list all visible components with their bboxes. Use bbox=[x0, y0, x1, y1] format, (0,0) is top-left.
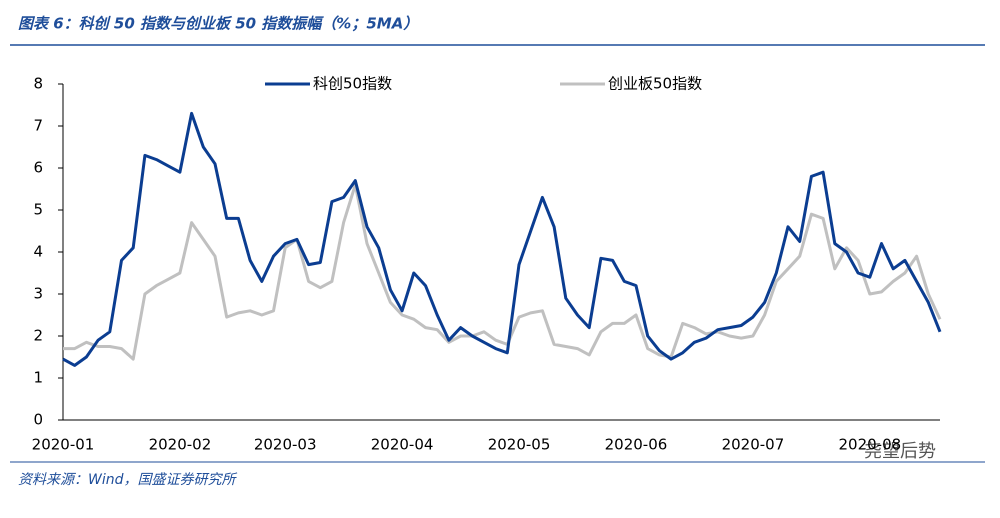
y-tick-label: 3 bbox=[33, 285, 43, 303]
y-tick-label: 6 bbox=[33, 159, 43, 177]
legend-label: 科创50指数 bbox=[313, 75, 392, 93]
x-tick-label: 2020-06 bbox=[605, 436, 668, 454]
source-note: 资料来源：Wind，国盛证券研究所 bbox=[18, 472, 237, 488]
x-tick-label: 2020-03 bbox=[254, 436, 317, 454]
legend-label: 创业板50指数 bbox=[608, 75, 702, 93]
watermark: 尧望后势 bbox=[864, 441, 936, 462]
x-tick-label: 2020-02 bbox=[149, 436, 212, 454]
y-tick-label: 8 bbox=[33, 75, 43, 93]
x-tick-label: 2020-01 bbox=[32, 436, 95, 454]
chart-title: 图表 6：科创 50 指数与创业板 50 指数振幅（%；5MA） bbox=[18, 15, 418, 33]
y-tick-label: 7 bbox=[33, 117, 43, 135]
x-tick-label: 2020-05 bbox=[488, 436, 551, 454]
x-tick-label: 2020-08 bbox=[838, 436, 901, 454]
x-tick-label: 2020-07 bbox=[722, 436, 785, 454]
y-tick-label: 0 bbox=[33, 411, 43, 429]
series-line bbox=[62, 111, 942, 367]
y-tick-label: 5 bbox=[33, 201, 43, 219]
y-tick-label: 1 bbox=[33, 369, 43, 387]
x-tick-label: 2020-04 bbox=[371, 436, 434, 454]
y-tick-label: 4 bbox=[33, 243, 43, 261]
y-tick-label: 2 bbox=[33, 327, 43, 345]
series-line bbox=[63, 183, 942, 361]
